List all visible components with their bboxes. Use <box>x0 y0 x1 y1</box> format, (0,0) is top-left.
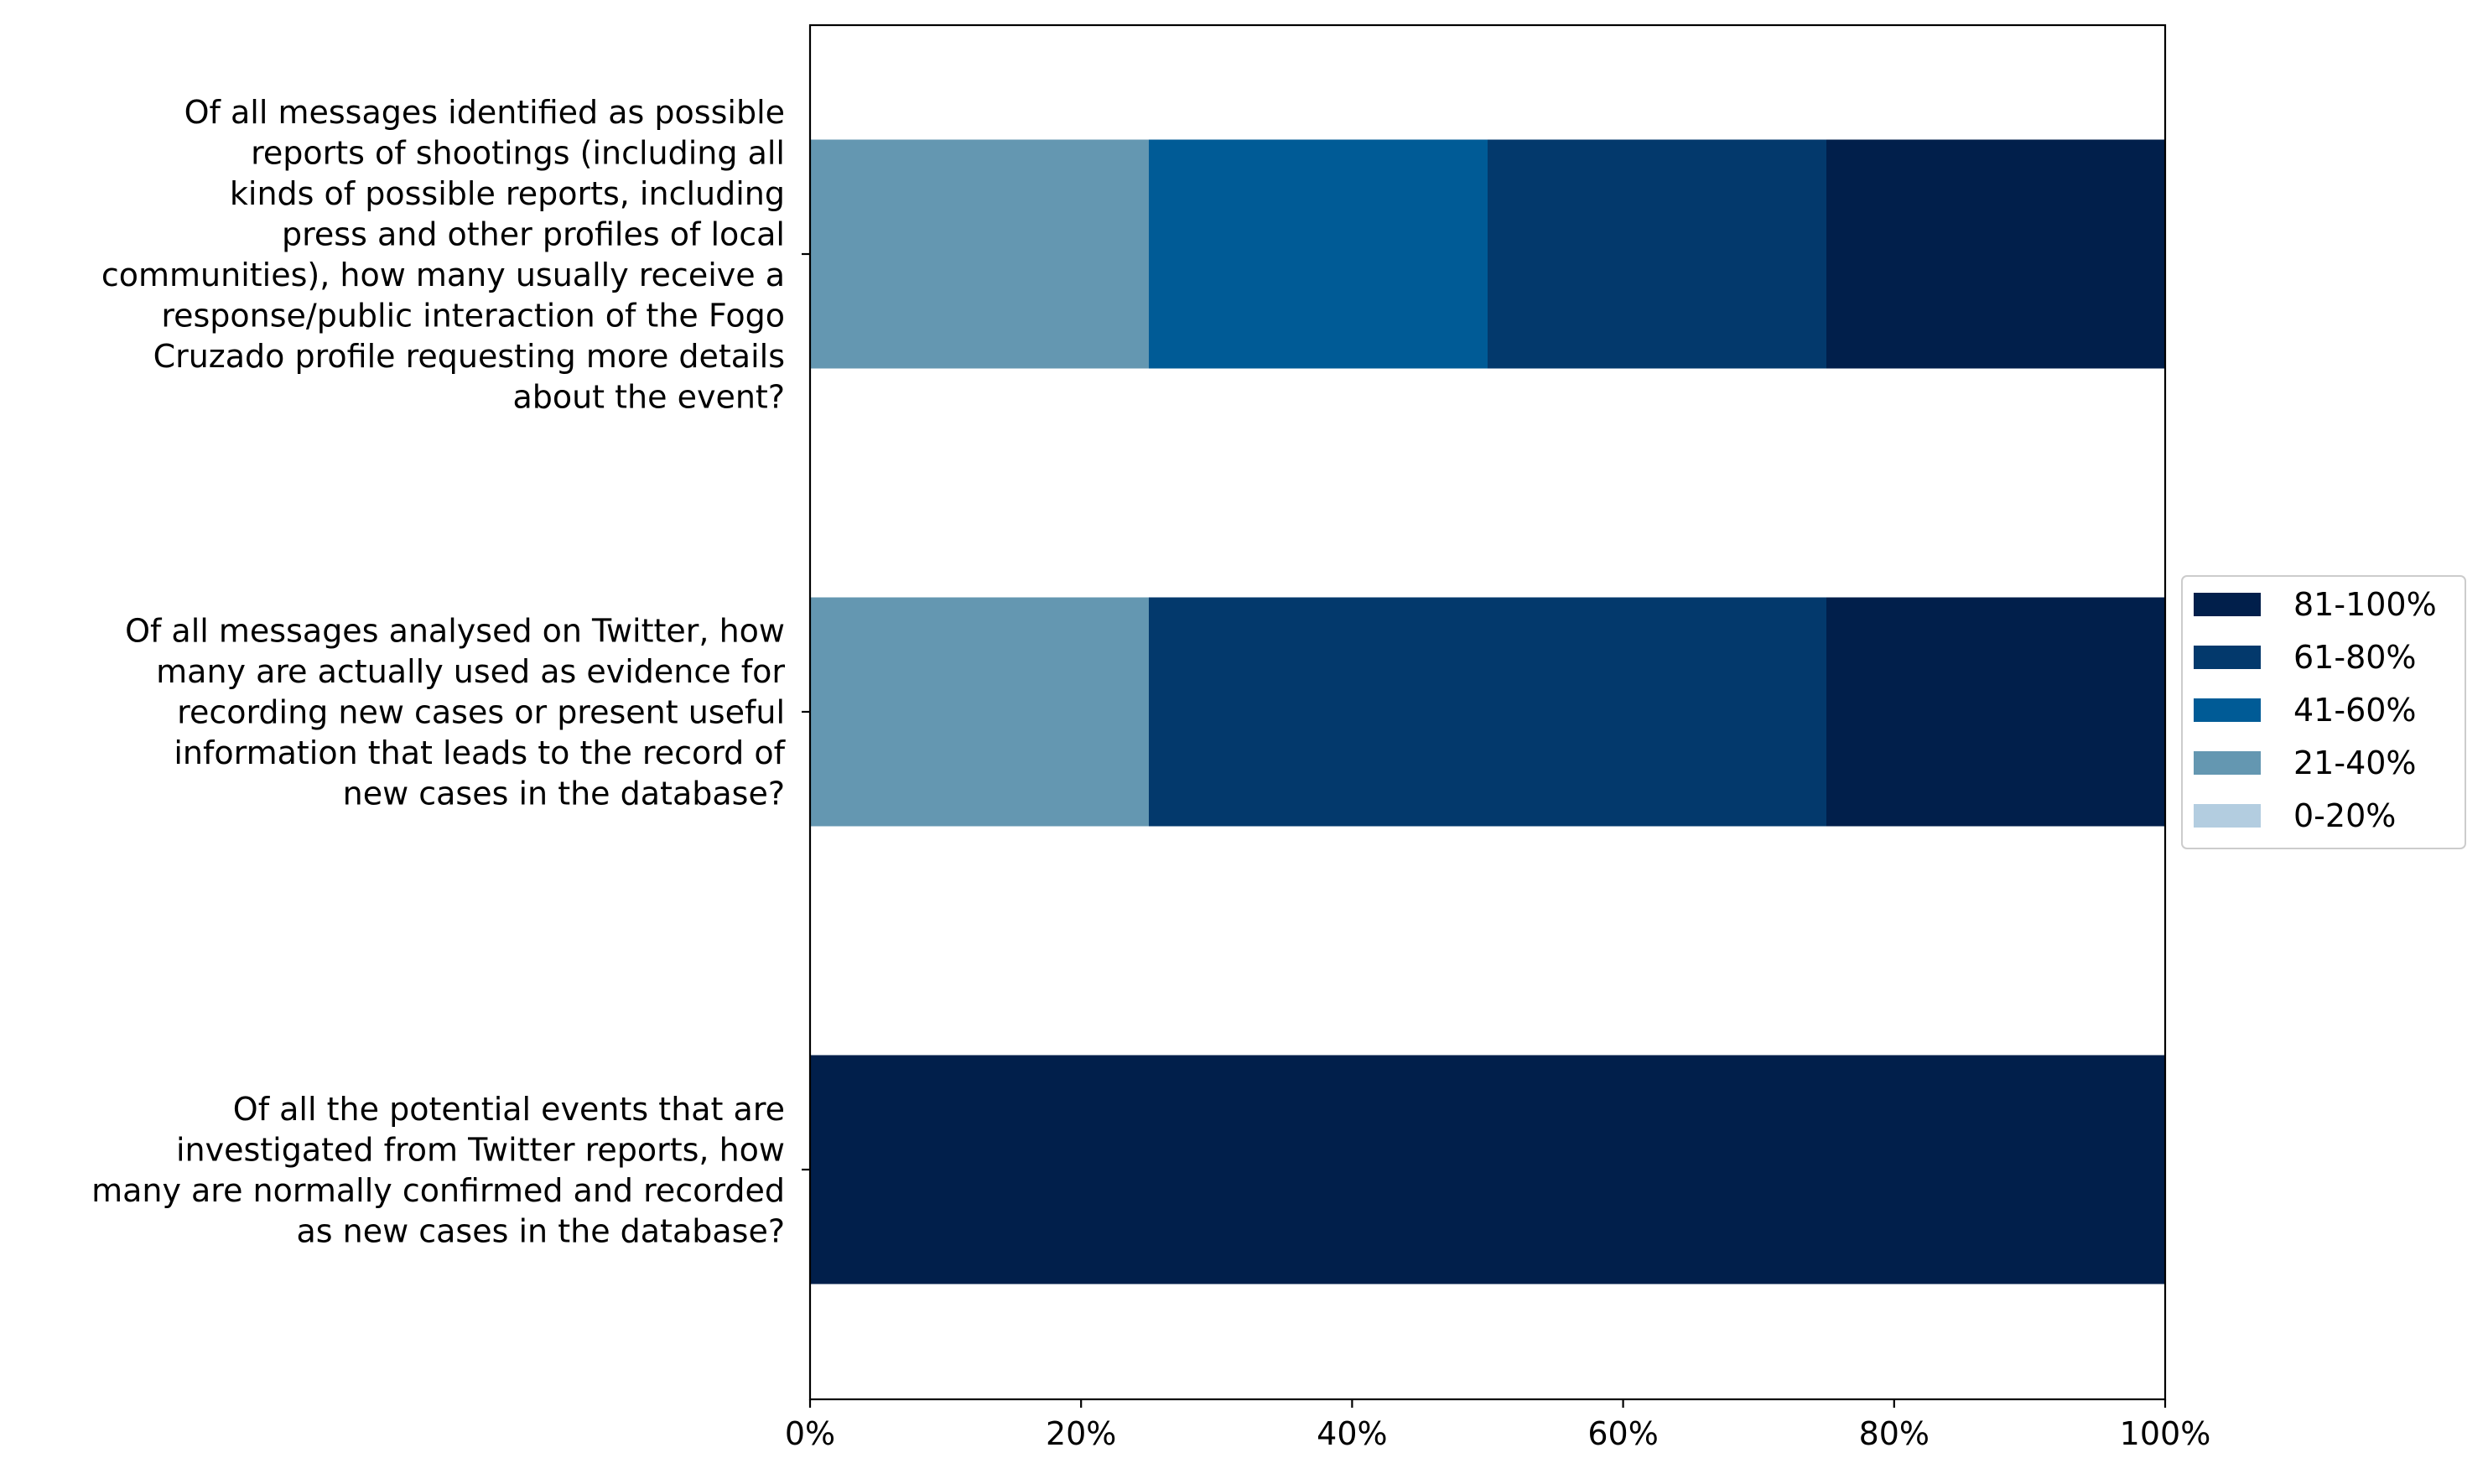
y-tick-label-line: as new cases in the database? <box>296 1212 785 1249</box>
y-tick-label-line: many are normally confirmed and recorded <box>91 1172 785 1209</box>
y-tick-label-line: information that leads to the record of <box>174 734 786 771</box>
legend-swatch <box>2194 593 2261 616</box>
x-axis-ticks: 0% 20% 40% 60% 80% 100% <box>785 1399 2210 1452</box>
bar-segment <box>1488 139 1826 369</box>
y-tick-label-line: recording new cases or present useful <box>177 694 785 731</box>
legend-swatch <box>2194 751 2261 775</box>
y-tick-label-line: investigated from Twitter reports, how <box>176 1131 785 1168</box>
x-tick-label: 60% <box>1587 1415 1658 1452</box>
x-tick-label: 40% <box>1317 1415 1387 1452</box>
y-tick-label-line: about the event? <box>512 378 785 415</box>
y-tick-label-line: Cruzado profile requesting more details <box>153 338 785 375</box>
legend-label: 41-60% <box>2293 692 2417 729</box>
legend-label: 61-80% <box>2293 639 2417 676</box>
y-tick-label-line: Of all messages analysed on Twitter, how <box>125 613 785 650</box>
bar-segment <box>1826 597 2165 827</box>
legend-box <box>2181 575 2466 849</box>
y-axis-labels: Of all messages identified as possible re… <box>91 94 810 1250</box>
y-tick-label-line: Of all the potential events that are <box>233 1091 785 1128</box>
bar-segment <box>810 1055 2165 1284</box>
legend-label: 0-20% <box>2293 797 2396 834</box>
x-tick-label: 20% <box>1046 1415 1116 1452</box>
x-tick-label: 100% <box>2120 1415 2211 1452</box>
y-tick-label-line: communities), how many usually receive a <box>101 257 785 293</box>
legend-swatch <box>2194 646 2261 669</box>
y-tick-label-line: new cases in the database? <box>343 776 785 812</box>
y-tick-label-line: kinds of possible reports, including <box>230 175 785 212</box>
legend-label: 21-40% <box>2293 745 2417 781</box>
bar-segment <box>810 597 1149 827</box>
bar-segment <box>810 139 1149 369</box>
y-tick-label: Of all the potential events that are inve… <box>91 1091 785 1250</box>
x-tick-label: 0% <box>785 1415 835 1452</box>
legend-swatch <box>2194 804 2261 828</box>
y-tick-label-line: Of all messages identified as possible <box>184 94 785 131</box>
bars-layer <box>810 139 2165 1284</box>
bar-segment <box>1149 597 1826 827</box>
y-tick-label-line: reports of shootings (including all <box>251 134 785 171</box>
y-tick-label: Of all messages identified as possible re… <box>101 94 785 416</box>
legend-label: 81-100% <box>2293 586 2437 623</box>
y-tick-label-line: response/public interaction of the Fogo <box>161 297 785 334</box>
y-tick-label: Of all messages analysed on Twitter, how… <box>125 613 787 812</box>
x-tick-label: 80% <box>1859 1415 1930 1452</box>
y-tick-label-line: press and other profiles of local <box>282 215 785 252</box>
y-tick-label-line: many are actually used as evidence for <box>156 653 785 690</box>
bar-segment <box>1826 139 2165 369</box>
legend: 81-100% 61-80% 41-60% 21-40% 0-20% <box>2181 575 2466 849</box>
bar-segment <box>1149 139 1488 369</box>
legend-swatch <box>2194 698 2261 722</box>
